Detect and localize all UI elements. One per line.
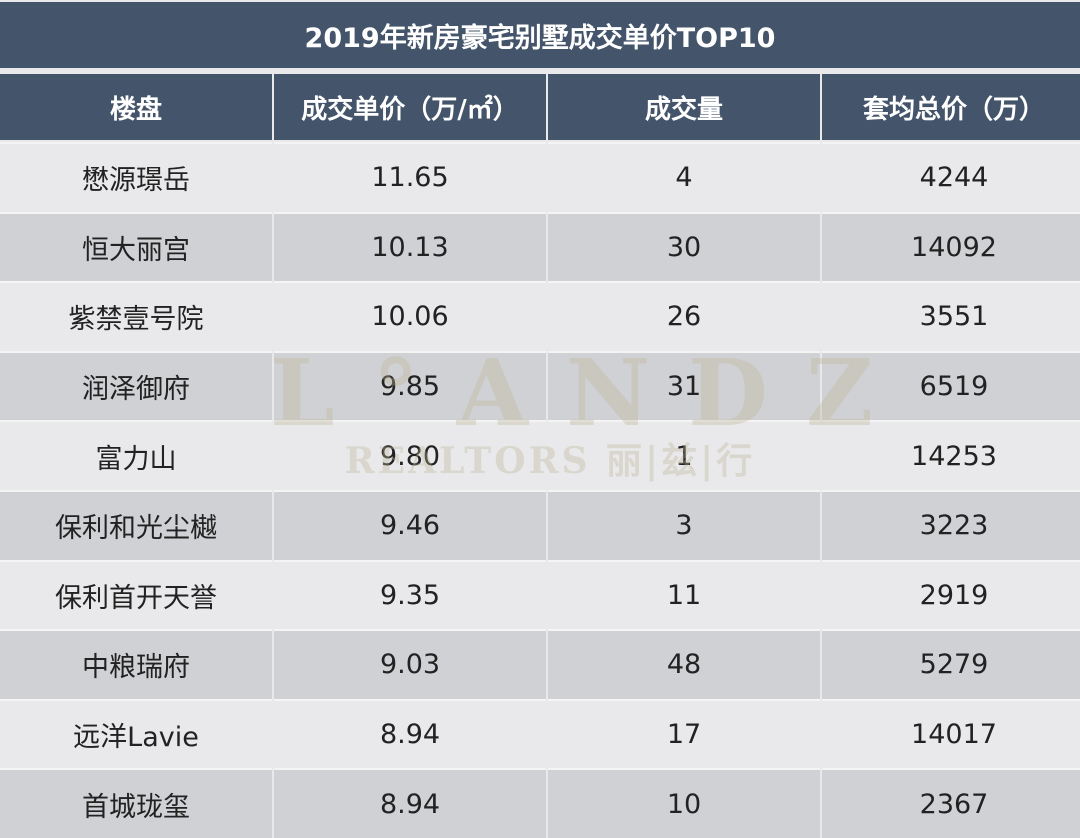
- table-title: 2019年新房豪宅别墅成交单价TOP10: [0, 2, 1080, 68]
- header-volume: 成交量: [548, 74, 820, 140]
- cell-unit-price: 8.94: [274, 698, 546, 769]
- cell-avg-total: 5279: [822, 629, 1080, 699]
- table-row: 首城珑玺 8.94 10 2367: [0, 768, 1080, 838]
- cell-unit-price: 8.94: [274, 768, 546, 838]
- table-row: 紫禁壹号院 10.06 26 3551: [0, 281, 1080, 351]
- cell-property: 恒大丽宫: [0, 211, 272, 282]
- cell-unit-price: 10.06: [274, 281, 546, 351]
- cell-volume: 3: [548, 489, 820, 560]
- cell-unit-price: 9.46: [274, 489, 546, 560]
- cell-avg-total: 3223: [822, 489, 1080, 560]
- table-row: 懋源璟岳 11.65 4 4244: [0, 142, 1080, 212]
- cell-property: 紫禁壹号院: [0, 281, 272, 351]
- table-row: 润泽御府 9.85 31 6519: [0, 350, 1080, 421]
- table-row: 中粮瑞府 9.03 48 5279: [0, 629, 1080, 699]
- cell-property: 中粮瑞府: [0, 629, 272, 699]
- cell-property: 保利和光尘樾: [0, 489, 272, 560]
- cell-property: 远洋Lavie: [0, 698, 272, 769]
- cell-avg-total: 14017: [822, 698, 1080, 769]
- cell-volume: 1: [548, 420, 820, 490]
- table-row: 保利和光尘樾 9.46 3 3223: [0, 489, 1080, 560]
- cell-avg-total: 2919: [822, 559, 1080, 630]
- cell-volume: 17: [548, 698, 820, 769]
- cell-unit-price: 11.65: [274, 142, 546, 212]
- header-unit-price: 成交单价（万/㎡）: [274, 74, 546, 140]
- cell-property: 首城珑玺: [0, 768, 272, 838]
- table-row: 恒大丽宫 10.13 30 14092: [0, 211, 1080, 282]
- cell-volume: 4: [548, 142, 820, 212]
- cell-avg-total: 14092: [822, 211, 1080, 282]
- cell-unit-price: 9.35: [274, 559, 546, 630]
- cell-property: 懋源璟岳: [0, 142, 272, 212]
- cell-volume: 30: [548, 211, 820, 282]
- cell-avg-total: 14253: [822, 420, 1080, 490]
- cell-avg-total: 4244: [822, 142, 1080, 212]
- cell-volume: 48: [548, 629, 820, 699]
- cell-avg-total: 6519: [822, 350, 1080, 421]
- cell-volume: 11: [548, 559, 820, 630]
- cell-volume: 26: [548, 281, 820, 351]
- cell-unit-price: 9.03: [274, 629, 546, 699]
- table-row: 保利首开天誉 9.35 11 2919: [0, 559, 1080, 630]
- cell-property: 富力山: [0, 420, 272, 490]
- table-header-row: 楼盘 成交单价（万/㎡） 成交量 套均总价（万）: [0, 74, 1080, 140]
- table-row: 远洋Lavie 8.94 17 14017: [0, 698, 1080, 769]
- header-property: 楼盘: [0, 74, 272, 140]
- cell-property: 润泽御府: [0, 350, 272, 421]
- cell-property: 保利首开天誉: [0, 559, 272, 630]
- cell-volume: 10: [548, 768, 820, 838]
- header-avg-total: 套均总价（万）: [822, 74, 1080, 140]
- cell-avg-total: 2367: [822, 768, 1080, 838]
- cell-unit-price: 9.85: [274, 350, 546, 421]
- cell-unit-price: 9.80: [274, 420, 546, 490]
- table-row: 富力山 9.80 1 14253: [0, 420, 1080, 490]
- cell-volume: 31: [548, 350, 820, 421]
- data-table: 楼盘 成交单价（万/㎡） 成交量 套均总价（万） 懋源璟岳 11.65 4 42…: [0, 74, 1080, 838]
- cell-unit-price: 10.13: [274, 211, 546, 282]
- cell-avg-total: 3551: [822, 281, 1080, 351]
